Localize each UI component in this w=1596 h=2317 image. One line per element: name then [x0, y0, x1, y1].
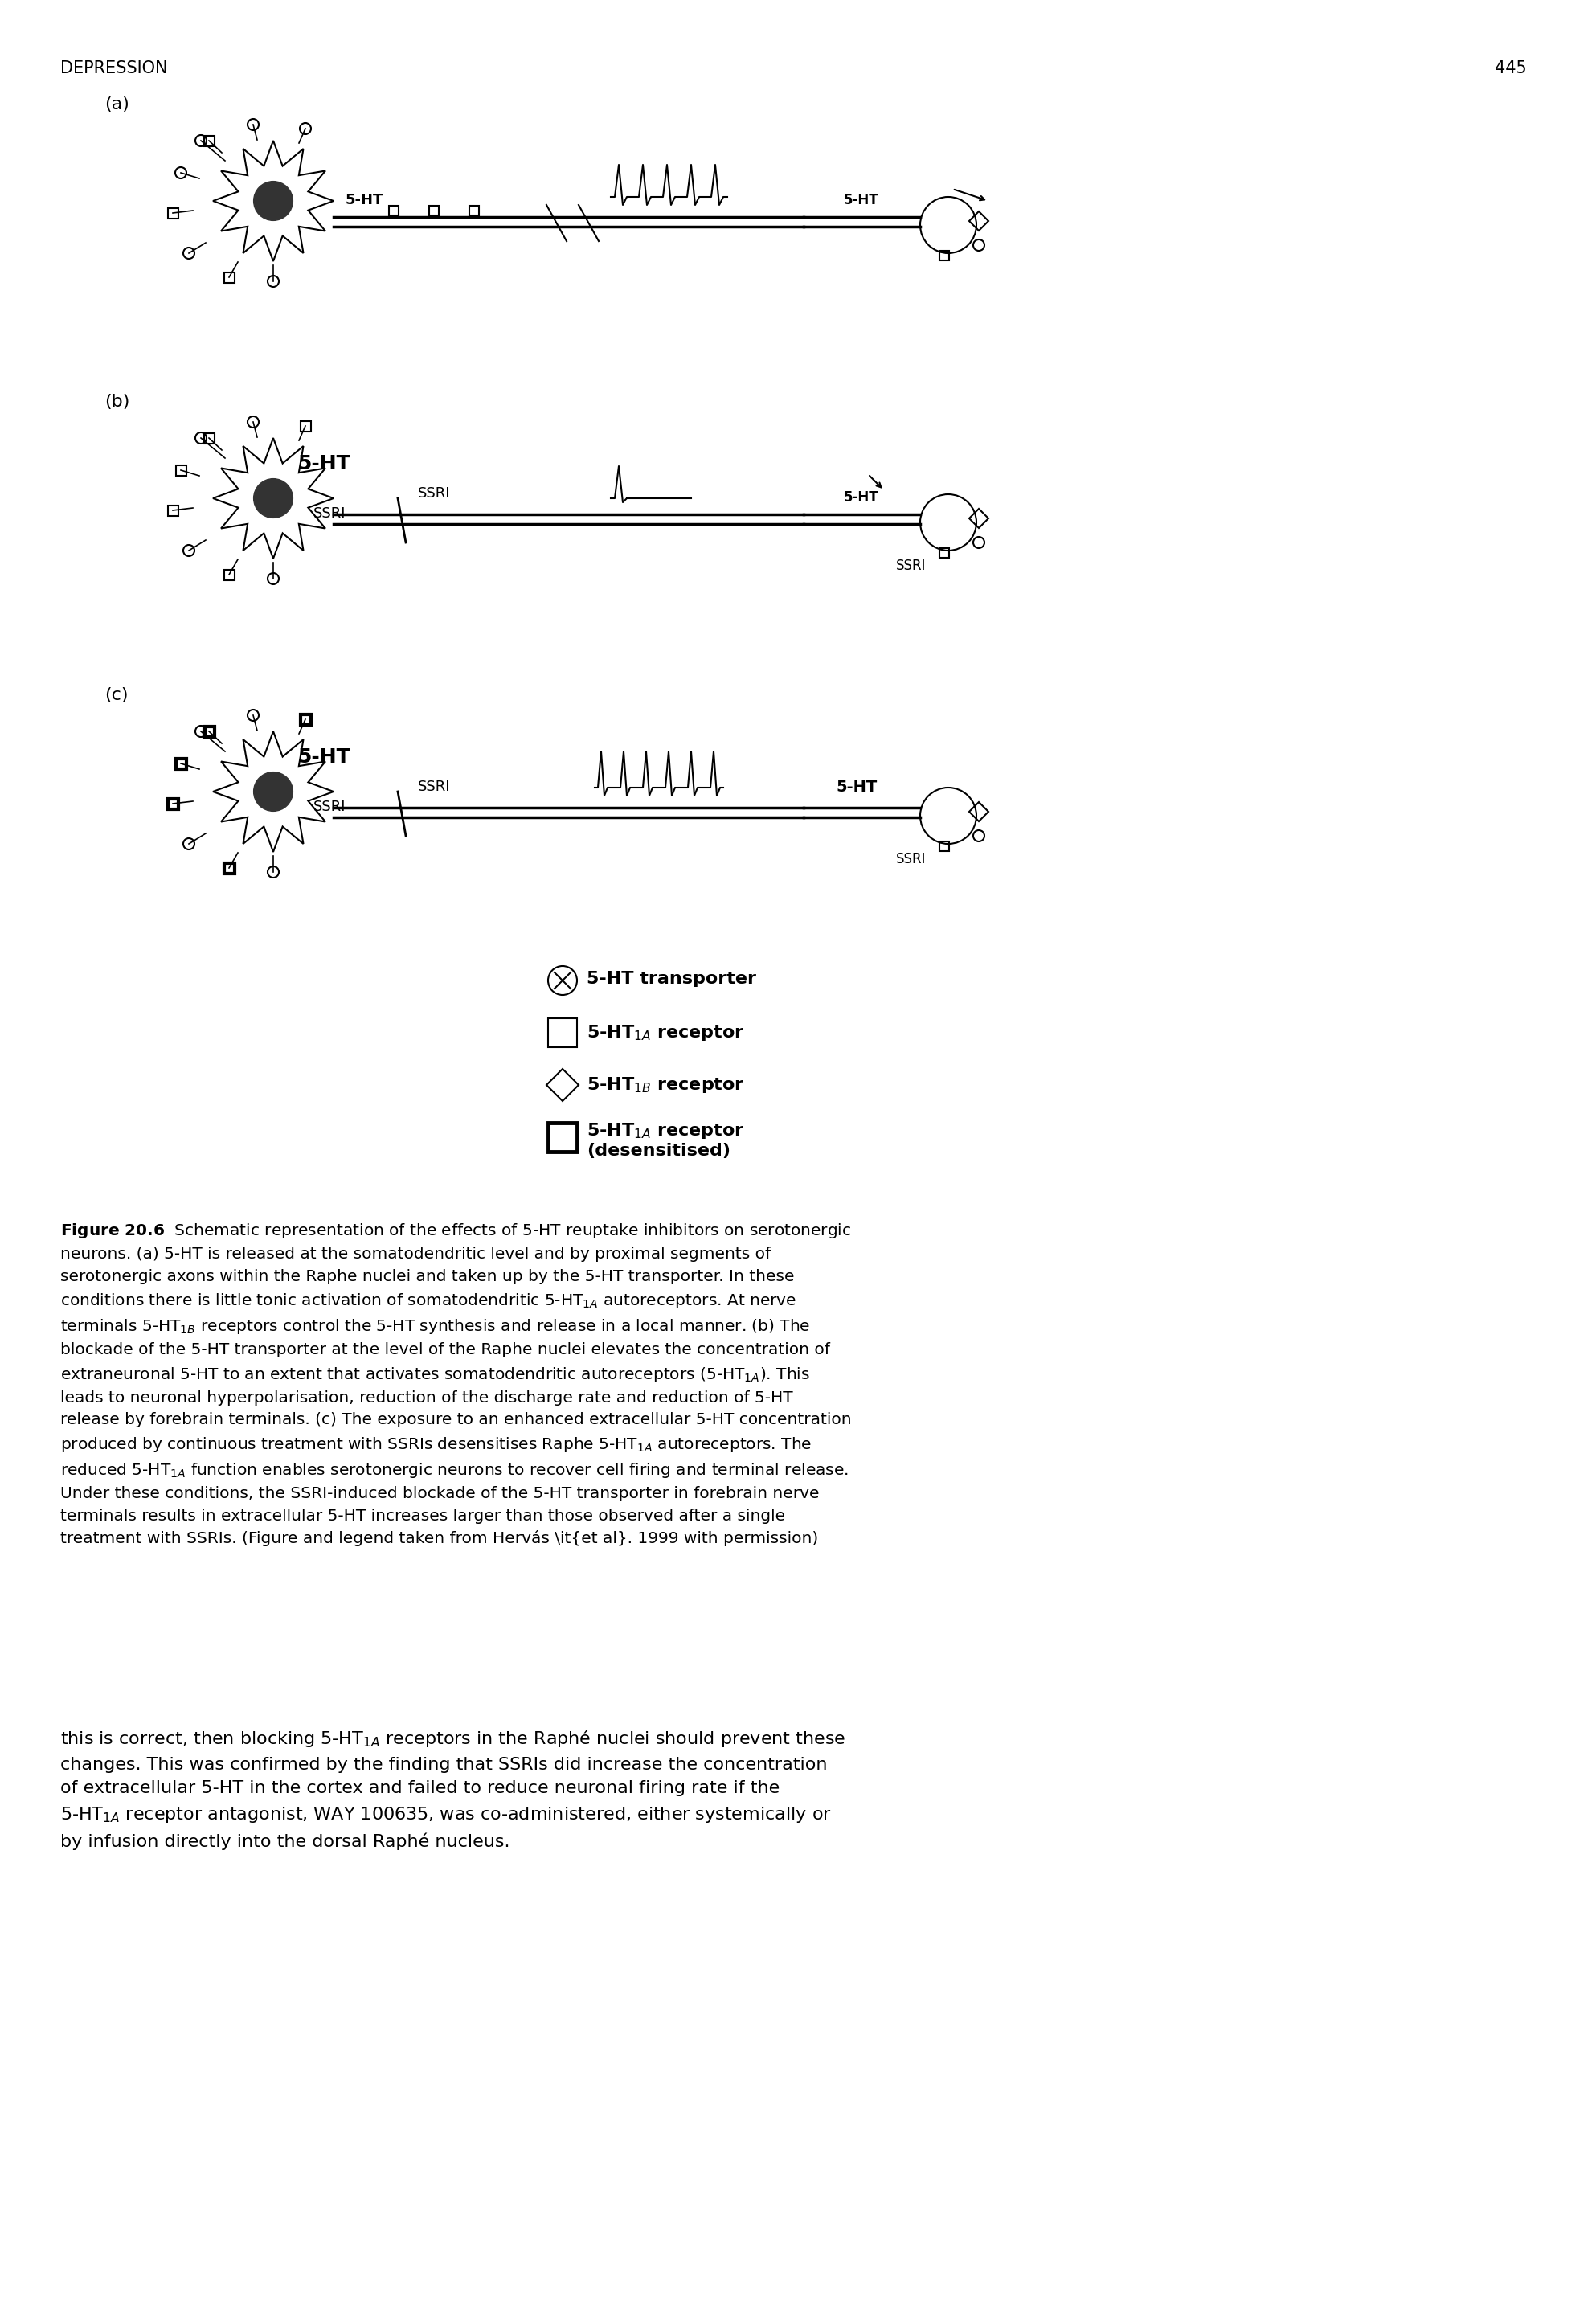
- Text: (c): (c): [104, 688, 128, 704]
- Bar: [223, 862, 235, 874]
- Text: (b): (b): [104, 394, 129, 410]
- Ellipse shape: [254, 480, 292, 519]
- Text: SSRI: SSRI: [418, 779, 450, 795]
- Bar: [176, 758, 187, 769]
- Bar: [223, 271, 235, 283]
- Bar: [940, 841, 950, 850]
- Text: 5-HT: 5-HT: [297, 748, 350, 767]
- Text: SSRI: SSRI: [895, 853, 926, 867]
- Text: 5-HT$_{1A}$ receptor
(desensitised): 5-HT$_{1A}$ receptor (desensitised): [587, 1121, 745, 1158]
- Bar: [469, 206, 479, 215]
- Bar: [547, 1017, 578, 1047]
- Text: 5-HT: 5-HT: [836, 779, 876, 795]
- Bar: [223, 570, 235, 579]
- Bar: [204, 433, 214, 443]
- Text: SSRI: SSRI: [895, 558, 926, 572]
- Text: 5-HT transporter: 5-HT transporter: [587, 971, 757, 987]
- Ellipse shape: [254, 772, 292, 811]
- Text: (a): (a): [104, 97, 129, 114]
- Bar: [300, 422, 311, 431]
- Text: 445: 445: [1495, 60, 1527, 76]
- Bar: [940, 549, 950, 558]
- Bar: [547, 1124, 578, 1152]
- Text: 5-HT: 5-HT: [346, 192, 383, 206]
- Bar: [204, 134, 214, 146]
- Bar: [168, 209, 179, 218]
- Bar: [429, 206, 439, 215]
- Bar: [176, 466, 187, 475]
- Bar: [168, 799, 179, 809]
- Text: 5-HT$_{1B}$ receptor: 5-HT$_{1B}$ receptor: [587, 1075, 745, 1094]
- Bar: [300, 714, 311, 725]
- Text: 5-HT$_{1A}$ receptor: 5-HT$_{1A}$ receptor: [587, 1024, 745, 1043]
- Bar: [204, 725, 214, 737]
- Text: SSRI: SSRI: [313, 799, 346, 813]
- Text: $\bf{Figure\ 20.6}$  Schematic representation of the effects of 5-HT reuptake in: $\bf{Figure\ 20.6}$ Schematic representa…: [61, 1221, 852, 1545]
- Text: SSRI: SSRI: [418, 487, 450, 500]
- Text: DEPRESSION: DEPRESSION: [61, 60, 168, 76]
- Text: SSRI: SSRI: [313, 507, 346, 521]
- Text: this is correct, then blocking 5-HT$_{1A}$ receptors in the Raphé nuclei should : this is correct, then blocking 5-HT$_{1A…: [61, 1728, 846, 1849]
- Bar: [940, 250, 950, 260]
- Bar: [389, 206, 399, 215]
- Text: 5-HT: 5-HT: [844, 192, 879, 206]
- Text: 5-HT: 5-HT: [297, 454, 350, 473]
- Ellipse shape: [254, 181, 292, 220]
- Text: 5-HT: 5-HT: [844, 491, 879, 505]
- Bar: [168, 505, 179, 517]
